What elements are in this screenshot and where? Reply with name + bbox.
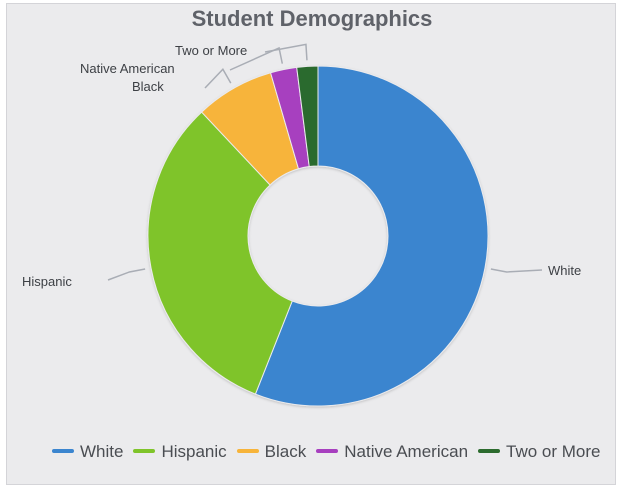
connector-two-or-more	[264, 43, 308, 61]
chart-legend: White Hispanic Black Native American Two or …	[52, 437, 612, 462]
legend-label-hispanic: Hispanic	[161, 441, 227, 461]
slice-two-or-more[interactable]	[296, 65, 319, 168]
data-label-native-american: Native American	[80, 61, 175, 76]
connector-white	[490, 268, 543, 273]
slice-hispanic[interactable]	[147, 111, 293, 395]
data-label-white: White	[548, 263, 581, 278]
slice-white[interactable]	[254, 65, 489, 407]
legend-swatch-white	[52, 449, 74, 453]
data-label-black: Black	[132, 79, 164, 94]
legend-item-two-or-more[interactable]: Two or More	[478, 441, 601, 462]
legend-item-white[interactable]: White	[52, 441, 123, 462]
data-label-two-or-more: Two or More	[175, 43, 247, 58]
legend-label-white: White	[80, 441, 124, 461]
legend-item-hispanic[interactable]: Hispanic	[133, 441, 227, 462]
connector-hispanic	[107, 268, 146, 281]
legend-swatch-black	[236, 449, 259, 453]
legend-item-black[interactable]: Black	[236, 441, 307, 462]
legend-label-two-or-more: Two or More	[506, 441, 601, 461]
connector-native-american	[229, 46, 284, 71]
chart-title: Student Demographics	[191, 6, 433, 31]
connector-black	[204, 67, 232, 89]
legend-label-native-american: Native American	[344, 441, 469, 461]
legend-item-native-american[interactable]: Native American	[316, 441, 468, 462]
legend-swatch-native-american	[316, 449, 339, 453]
data-label-hispanic: Hispanic	[22, 274, 72, 289]
legend-swatch-two-or-more	[478, 449, 501, 453]
legend-swatch-hispanic	[133, 449, 156, 453]
legend-label-black: Black	[264, 441, 307, 461]
